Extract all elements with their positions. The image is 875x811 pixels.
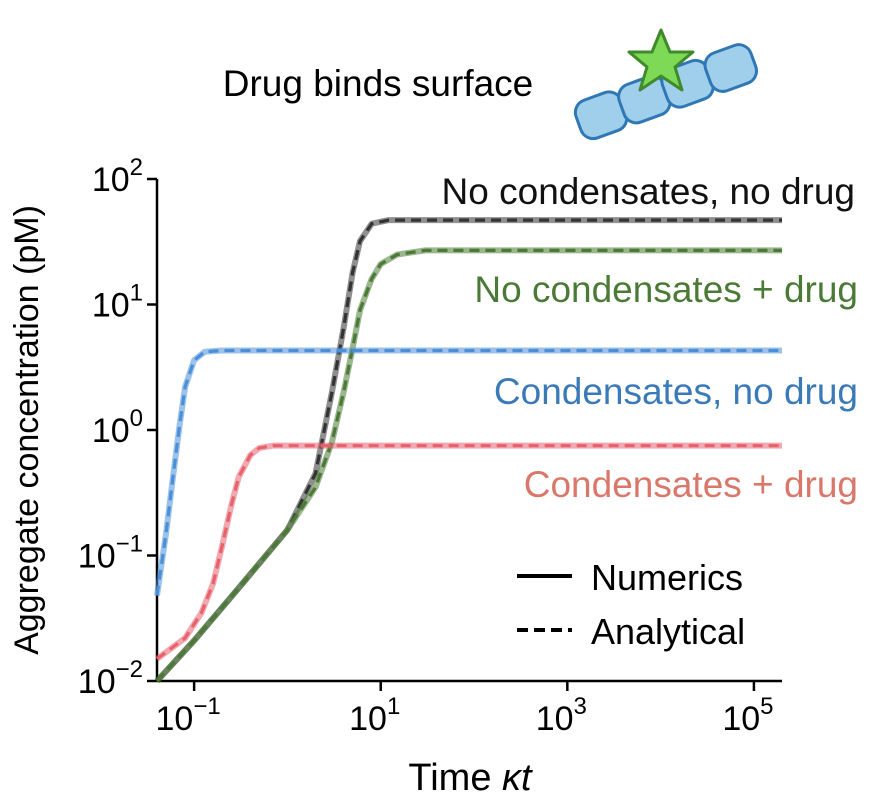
- series-label-no-condensates-drug: No condensates + drug: [474, 269, 858, 310]
- y-tick-label: 100: [92, 405, 143, 450]
- x-ticks: 10−1 101 103 105: [156, 681, 774, 738]
- x-tick-label: 105: [722, 693, 773, 738]
- x-tick-label: 10−1: [156, 693, 221, 738]
- chart-title: Drug binds surface: [223, 63, 534, 104]
- series-label-condensates-no-drug: Condensates, no drug: [494, 371, 858, 412]
- series-layer: [154, 217, 782, 684]
- series-analytical-no-condensates-no-drug: [155, 218, 782, 683]
- series-labels: No condensates, no drug No condensates +…: [442, 171, 858, 505]
- y-tick-label: 10−1: [78, 531, 143, 576]
- axes: [155, 179, 782, 683]
- series-analytical-no-condensates-drug: [155, 248, 782, 683]
- series-label-no-condensates-no-drug: No condensates, no drug: [442, 171, 855, 212]
- y-tick-label: 101: [92, 280, 143, 325]
- y-ticks: 10−2 10−1 100 101 102: [78, 154, 157, 701]
- x-tick-label: 103: [536, 693, 587, 738]
- series-label-condensates-drug: Condensates + drug: [524, 464, 858, 505]
- y-tick-label: 102: [92, 154, 143, 199]
- fibril-with-bound-drug-icon: [573, 28, 759, 141]
- y-tick-label: 10−2: [78, 656, 143, 701]
- legend: Numerics Analytical: [517, 557, 745, 652]
- x-tick-label: 101: [349, 693, 400, 738]
- x-axis-label: Time κt: [408, 757, 533, 799]
- legend-label-numerics: Numerics: [591, 557, 743, 598]
- y-axis-label: Aggregate concentration (pM): [8, 205, 46, 655]
- series-analytical-condensates-no-drug: [155, 348, 782, 596]
- series-analytical-condensates-drug: [156, 444, 782, 661]
- legend-label-analytical: Analytical: [591, 611, 745, 652]
- drug-star-icon: [627, 28, 695, 92]
